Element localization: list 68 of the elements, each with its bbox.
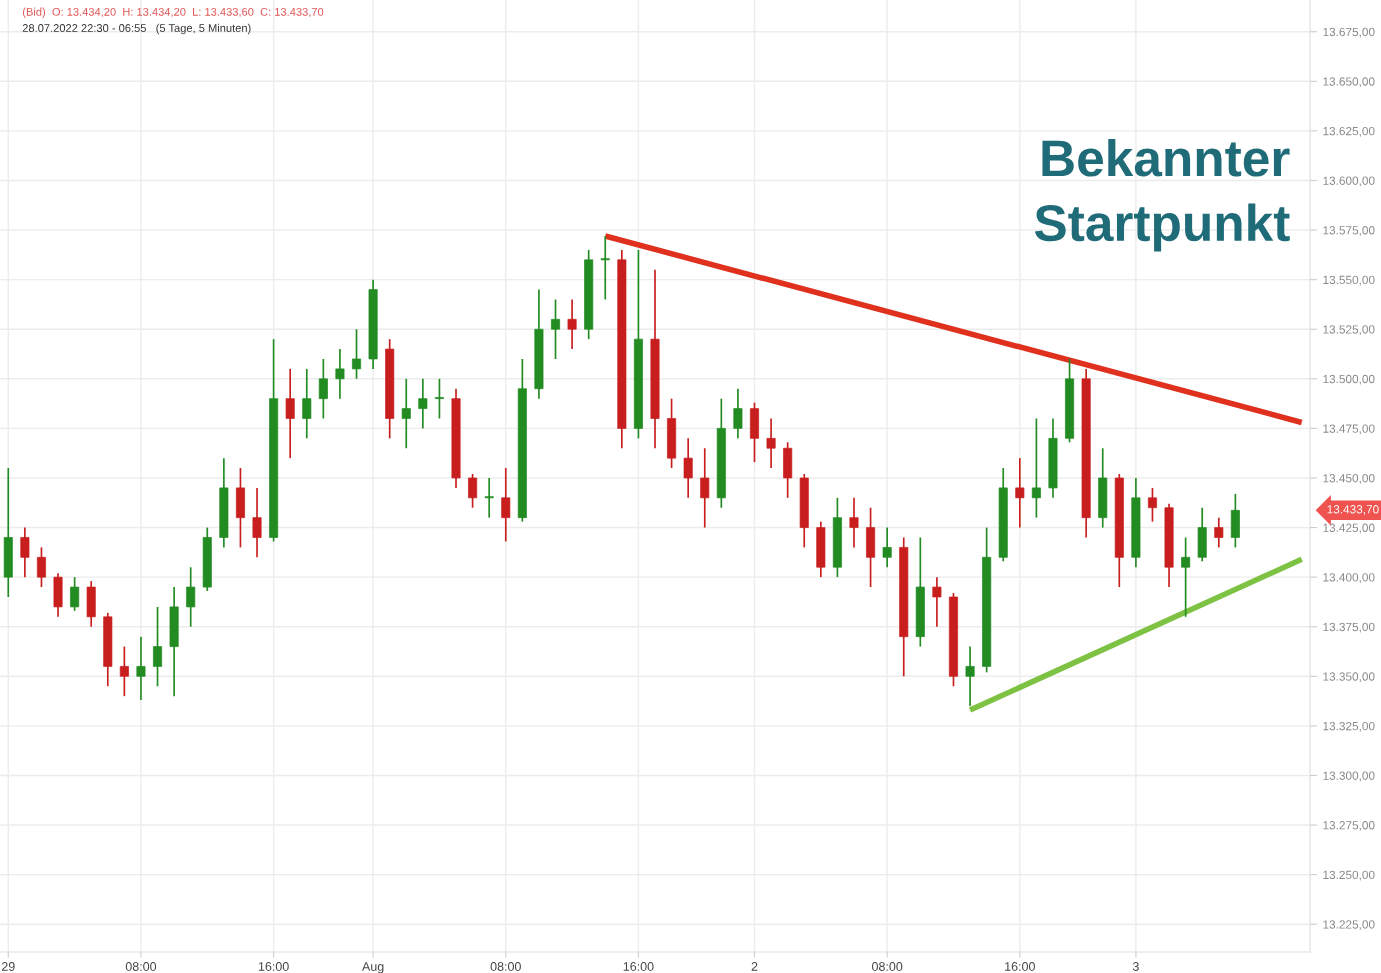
candlestick (434, 377, 444, 420)
y-tick-label: 13.550,00 (1323, 275, 1375, 286)
candlestick (136, 635, 146, 701)
x-tick-label: 2 (751, 962, 758, 971)
candlestick (318, 358, 328, 420)
candlestick (849, 496, 859, 549)
x-tick-label: 16:00 (1005, 962, 1035, 971)
candlestick (302, 368, 312, 440)
candlestick (186, 566, 196, 628)
text: 13.433,70 (1327, 505, 1379, 515)
candlestick (600, 235, 610, 301)
y-tick-label: 13.400,00 (1323, 573, 1375, 583)
y-tick-label: 13.275,00 (1323, 821, 1375, 831)
y-tick-label: 13.450,00 (1323, 474, 1375, 484)
y-tick-label: 13.325,00 (1323, 721, 1375, 732)
y-tick-label: 13.625,00 (1323, 126, 1375, 137)
y-tick-label: 13.350,00 (1323, 672, 1375, 683)
candlestick (484, 477, 494, 519)
candlestick (468, 473, 478, 509)
x-tick-label: 16:00 (623, 962, 654, 971)
candlestick (401, 377, 411, 450)
y-tick-label: 13.475,00 (1323, 424, 1375, 435)
y-tick-label: 13.425,00 (1323, 523, 1375, 534)
candlestick (119, 645, 129, 697)
candlestick (1015, 457, 1025, 529)
candlestick (1031, 417, 1041, 519)
y-tick-label: 13.525,00 (1323, 325, 1375, 336)
y-tick-label: 13.500,00 (1323, 374, 1375, 385)
y-tick-label: 13.250,00 (1323, 870, 1375, 881)
y-tick-label: 13.225,00 (1323, 920, 1375, 931)
x-tick-label: 08:00 (872, 962, 903, 971)
candlestick (352, 328, 362, 380)
text: (Bid) O: 13.434,20 H: 13.434,20 L: 13.433,60 C: 13.433,70 (22, 7, 324, 18)
y-tick-label: 13.300,00 (1323, 771, 1375, 782)
candlestick (1214, 516, 1224, 549)
y-tick-label: 13.600,00 (1323, 176, 1375, 187)
y-tick-label: 13.675,00 (1323, 27, 1375, 38)
x-tick-label: 3 (1132, 962, 1139, 971)
candlestick (733, 387, 743, 440)
x-tick-label: 29 (1, 962, 15, 971)
candlestick (932, 576, 942, 628)
candlestick (551, 298, 560, 360)
x-tick-label: 08:00 (125, 962, 157, 971)
y-tick-label: 13.575,00 (1323, 226, 1375, 236)
candlestick (567, 298, 577, 350)
candlestick (36, 546, 46, 588)
candlestick (882, 526, 892, 569)
candlestick (766, 417, 776, 469)
candlestick (965, 645, 975, 707)
x-tick-label: 08:00 (490, 962, 521, 971)
candlestick (1147, 487, 1157, 523)
candlestick (70, 576, 80, 612)
annotation: Bekannter Startpunkt (1034, 138, 1290, 252)
candlestick (335, 348, 345, 400)
y-tick-label: 13.650,00 (1323, 77, 1375, 88)
candlestick (418, 377, 428, 430)
candlestick (153, 606, 163, 688)
candlestick (683, 437, 693, 499)
candlestick (252, 487, 262, 559)
x-tick-label: Aug (362, 962, 384, 973)
y-tick-label: 13.375,00 (1323, 622, 1375, 633)
x-tick-label: 16:00 (258, 962, 289, 971)
candlestick (501, 467, 511, 543)
candlestick (700, 447, 710, 529)
candlestick (1181, 536, 1191, 618)
text: 28.07.2022 22:30 - 06:55 (5 Tage, 5 Minuten) (22, 23, 251, 35)
candlestick (285, 368, 295, 459)
candlestick (20, 526, 30, 578)
